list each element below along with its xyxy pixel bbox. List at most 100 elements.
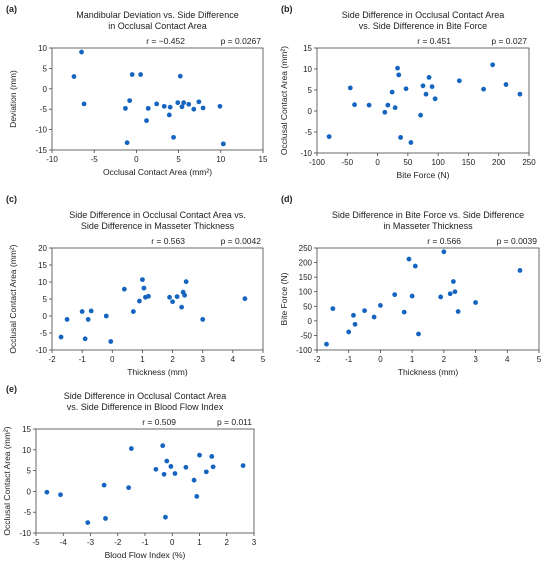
x-tick-label: 4: [231, 355, 236, 364]
data-point: [140, 277, 145, 283]
x-tick-label: 5: [537, 355, 542, 364]
y-axis-label: Occlusal Contact Area (mm²): [279, 46, 289, 155]
panel-label: (e): [6, 384, 17, 394]
x-tick-label: 15: [259, 155, 268, 164]
data-point: [450, 279, 456, 284]
data-point: [168, 464, 174, 469]
y-tick-label: -5: [40, 329, 48, 338]
y-tick-label: 5: [27, 467, 32, 476]
x-tick-label: 0: [375, 158, 380, 167]
chart-title-line: in Masseter Thickness: [383, 221, 473, 231]
y-tick-label: 0: [27, 487, 32, 496]
data-point: [82, 336, 88, 342]
data-point: [426, 75, 432, 80]
y-tick-label: 20: [38, 244, 47, 253]
plot-frame: [51, 247, 264, 351]
data-point: [127, 98, 133, 104]
y-tick-label: -5: [305, 128, 313, 137]
chart-title-line: Side Difference in Occlusal Contact Area: [64, 391, 226, 401]
data-point: [490, 62, 496, 68]
data-point: [103, 313, 109, 319]
y-tick-label: -50: [300, 331, 312, 340]
data-point: [366, 102, 372, 108]
scatter-plot-d: (d) Side Difference in Bite Force vs. Sid…: [279, 194, 542, 377]
data-point: [88, 308, 94, 314]
data-point: [166, 112, 172, 118]
x-tick-label: -10: [46, 155, 58, 164]
chart-panel-b: (b) Side Difference in Occlusal Contact A…: [275, 0, 550, 190]
data-point: [432, 96, 438, 102]
scatter-plot-b: (b) Side Difference in Occlusal Contact A…: [279, 4, 536, 180]
data-point: [418, 112, 423, 118]
data-point: [129, 72, 135, 77]
stats-r: r = −0.452: [146, 36, 185, 46]
plot-frame: [35, 428, 255, 534]
data-point: [352, 102, 357, 108]
data-point: [455, 309, 461, 314]
data-point: [79, 309, 85, 314]
y-tick-label: -100: [296, 346, 313, 355]
data-point: [191, 106, 197, 112]
data-point: [438, 294, 444, 300]
x-tick-label: 0: [110, 355, 115, 364]
data-point: [517, 268, 523, 273]
data-point: [171, 134, 176, 140]
data-point: [167, 104, 173, 110]
x-tick-label: 0: [170, 538, 175, 547]
data-point: [385, 102, 391, 108]
data-point: [160, 443, 166, 449]
x-tick-label: 0: [378, 355, 383, 364]
data-point: [503, 82, 509, 87]
data-point: [408, 140, 414, 145]
chart-title-line: Side Difference in Occlusal Contact Area…: [69, 210, 245, 220]
plot-frame: [51, 47, 264, 151]
data-point: [103, 516, 108, 521]
y-tick-label: -5: [24, 508, 32, 517]
plot-frame: [316, 247, 540, 351]
data-point: [420, 83, 426, 89]
stats-p: p = 0.027: [491, 36, 527, 46]
chart-panel-a: (a) Mandibular Deviation vs. Side Differe…: [0, 0, 275, 190]
data-point: [85, 520, 91, 525]
y-tick-label: 15: [303, 44, 312, 53]
chart-panel-d: (d) Side Difference in Bite Force vs. Sid…: [275, 190, 550, 380]
data-point: [352, 321, 358, 327]
x-tick-label: -50: [342, 158, 354, 167]
x-tick-label: -2: [114, 538, 122, 547]
data-point: [81, 101, 87, 107]
data-point: [71, 74, 77, 79]
data-point: [447, 291, 453, 297]
data-point: [452, 289, 458, 295]
x-tick-label: -1: [141, 538, 149, 547]
x-tick-label: 1: [410, 355, 415, 364]
data-point: [378, 303, 383, 308]
x-tick-label: 4: [505, 355, 510, 364]
x-axis-label: Blood Flow Index (%): [105, 550, 186, 560]
data-point: [209, 454, 215, 459]
data-point: [182, 292, 188, 298]
chart-title-line: Side Difference in Masseter Thickness: [81, 221, 235, 231]
y-tick-label: 100: [299, 288, 313, 297]
data-point: [351, 312, 356, 318]
data-point: [179, 304, 185, 310]
x-tick-label: 5: [176, 155, 181, 164]
x-tick-label: -5: [32, 538, 40, 547]
data-point: [177, 73, 183, 79]
x-tick-label: 100: [431, 158, 445, 167]
x-tick-label: 150: [462, 158, 476, 167]
y-tick-label: 200: [299, 259, 313, 268]
y-tick-label: 150: [299, 273, 313, 282]
y-axis-label: Occlusal Contact Area (mm²): [2, 426, 12, 535]
data-point: [196, 99, 202, 105]
chart-title-line: vs. Side Difference in Bite Force: [359, 21, 487, 31]
data-point: [167, 294, 172, 300]
data-point: [163, 514, 168, 520]
stats-r: r = 0.566: [427, 236, 461, 246]
data-point: [416, 331, 421, 337]
chart-panel-e: (e) Side Difference in Occlusal Contact A…: [0, 380, 275, 568]
scatter-plot-e: (e) Side Difference in Occlusal Contact A…: [2, 384, 257, 560]
x-tick-label: 250: [522, 158, 536, 167]
data-point: [403, 86, 409, 92]
x-tick-label: 5: [261, 355, 266, 364]
data-point: [44, 489, 50, 495]
